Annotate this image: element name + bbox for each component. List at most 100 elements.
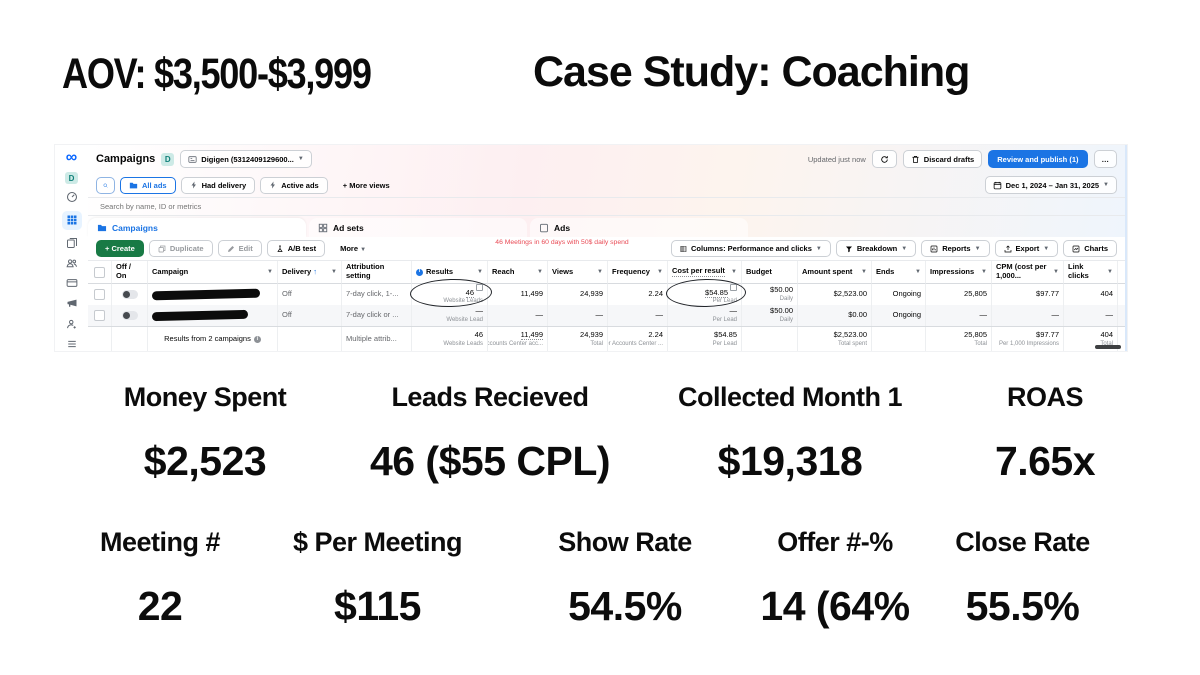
checkbox[interactable] <box>94 310 105 321</box>
id-card-icon <box>188 155 197 163</box>
ab-test-button[interactable]: A/B test <box>266 240 326 257</box>
ends-cell: Ongoing <box>872 305 926 326</box>
header-attribution[interactable]: Attribution setting <box>342 261 412 284</box>
header-amount-spent[interactable]: Amount spent ▼ <box>798 261 872 284</box>
results-cell: — Website Lead <box>412 305 488 326</box>
campaign-name-cell[interactable] <box>148 284 278 305</box>
results-cell: 46 Website Leads <box>412 284 488 305</box>
filter-active-ads[interactable]: Active ads <box>260 176 328 194</box>
more-views-button[interactable]: + More views <box>337 180 396 191</box>
header-results[interactable]: i Results ▼ <box>412 261 488 284</box>
clipped-cell <box>1118 305 1125 326</box>
header-ends[interactable]: Ends ▼ <box>872 261 926 284</box>
top-bar: Campaigns D Digigen (5312409129600... ▼ … <box>88 145 1125 173</box>
billing-icon[interactable] <box>64 276 79 290</box>
table-row-campaign-1: Off 7-day click, 1-... 46 Website Leads 1… <box>88 284 1125 305</box>
date-range-selector[interactable]: Dec 1, 2024 – Jan 31, 2025 ▼ <box>984 176 1117 194</box>
header-reach[interactable]: Reach ▼ <box>488 261 548 284</box>
discard-drafts-label: Discard drafts <box>923 154 975 164</box>
search-input[interactable] <box>98 201 422 212</box>
audiences-icon[interactable] <box>64 256 79 270</box>
caret-down-icon: ▼ <box>815 245 822 252</box>
ads-manager-sidebar: ∞ D <box>55 145 88 351</box>
ads-megaphone-icon[interactable] <box>64 296 79 310</box>
stat-value: 22 <box>137 583 183 629</box>
refresh-button[interactable] <box>871 150 897 168</box>
edit-button[interactable]: Edit <box>217 240 262 257</box>
header-frequency[interactable]: Frequency ▼ <box>608 261 668 284</box>
create-button[interactable]: + Create <box>96 240 144 257</box>
caret-down-icon: ▼ <box>360 247 367 253</box>
tab-ads[interactable]: Ads <box>530 218 748 237</box>
more-options-button[interactable]: … <box>1093 150 1117 168</box>
info-icon: i <box>416 268 423 276</box>
ads-manager-header-zone: Campaigns D Digigen (5312409129600... ▼ … <box>88 145 1125 237</box>
duplicate-label: Duplicate <box>169 244 204 253</box>
filter-all-ads[interactable]: All ads <box>120 176 176 194</box>
columns-button[interactable]: ▥ Columns: Performance and clicks ▼ <box>670 240 831 257</box>
header-campaign[interactable]: Campaign ▼ <box>148 261 278 284</box>
refresh-icon <box>881 155 888 163</box>
reach-cell: — <box>488 305 548 326</box>
tab-ads-label: Ads <box>554 222 571 233</box>
stat-collected-month-1: Collected Month 1 $19,318 <box>630 382 950 485</box>
menu-icon[interactable] <box>64 337 79 351</box>
ads-manager-home-icon[interactable] <box>64 190 79 204</box>
header-link-clicks[interactable]: Link clicks ▼ <box>1064 261 1118 284</box>
filter-had-delivery[interactable]: Had delivery <box>180 176 256 194</box>
breakdown-button[interactable]: Breakdown ▼ <box>835 240 917 257</box>
reach-cell: 11,499 <box>488 284 548 305</box>
header-cost-per-result[interactable]: Cost per result ▼ <box>668 261 742 284</box>
row-checkbox-cell[interactable] <box>88 284 112 305</box>
row-checkbox-cell[interactable] <box>88 305 112 326</box>
stat-label: $ Per Meeting <box>292 527 463 557</box>
caret-down-icon: ▼ <box>861 268 867 275</box>
impressions-cell: — <box>926 305 992 326</box>
caret-down-icon: ▼ <box>731 268 737 275</box>
export-button[interactable]: Export ▼ <box>994 240 1059 257</box>
tab-campaigns[interactable]: Campaigns <box>88 218 306 237</box>
charts-button[interactable]: Charts <box>1063 240 1117 257</box>
cost-per-result-cell: $54.85 Per Lead <box>668 284 742 305</box>
search-row <box>88 197 1125 216</box>
row-toggle-cell[interactable] <box>112 305 148 326</box>
stat-value: 7.65x <box>994 438 1096 484</box>
account-selector[interactable]: Digigen (5312409129600... ▼ <box>180 150 312 168</box>
sidebar-account-badge[interactable]: D <box>65 172 78 185</box>
tab-ad-sets[interactable]: Ad sets <box>309 218 527 237</box>
cpm-cell: $97.77 <box>992 284 1064 305</box>
more-actions-button[interactable]: More ▼ <box>334 243 372 254</box>
off-on-toggle[interactable] <box>121 311 138 320</box>
account-settings-icon[interactable] <box>64 317 79 331</box>
reports-button[interactable]: Reports ▼ <box>921 240 990 257</box>
campaign-name-cell[interactable] <box>148 305 278 326</box>
header-cpm[interactable]: CPM (cost per 1,000... ▼ <box>992 261 1064 284</box>
table-totals-row: Results from 2 campaigns i Multiple attri… <box>88 326 1125 351</box>
ads-icon <box>540 223 548 232</box>
redacted-campaign-name <box>151 288 261 301</box>
review-publish-button[interactable]: Review and publish (1) <box>988 150 1088 168</box>
header-select-all[interactable] <box>88 261 112 284</box>
search-button[interactable] <box>96 176 115 194</box>
folder-icon <box>97 224 107 231</box>
discard-drafts-button[interactable]: Discard drafts <box>902 150 983 168</box>
header-budget[interactable]: Budget <box>742 261 798 284</box>
amount-spent-cell: $2,523.00 <box>798 284 872 305</box>
off-on-toggle[interactable] <box>121 290 138 299</box>
checkbox[interactable] <box>94 266 105 278</box>
caret-down-icon: ▼ <box>974 245 981 252</box>
header-delivery[interactable]: Delivery ↑ ▼ <box>278 261 342 284</box>
stat-money-spent: Money Spent $2,523 <box>60 382 350 485</box>
header-impressions[interactable]: Impressions ▼ <box>926 261 992 284</box>
pages-icon[interactable] <box>64 236 79 250</box>
ab-test-icon <box>277 245 283 252</box>
bolt-icon <box>270 181 276 189</box>
row-toggle-cell[interactable] <box>112 284 148 305</box>
horizontal-scrollbar[interactable] <box>1095 345 1121 349</box>
campaigns-nav-icon[interactable] <box>61 210 82 230</box>
duplicate-button[interactable]: Duplicate <box>148 240 213 257</box>
header-views[interactable]: Views ▼ <box>548 261 608 284</box>
stat-label: Show Rate <box>558 527 692 557</box>
caret-down-icon: ▼ <box>657 268 663 275</box>
checkbox[interactable] <box>94 289 105 300</box>
